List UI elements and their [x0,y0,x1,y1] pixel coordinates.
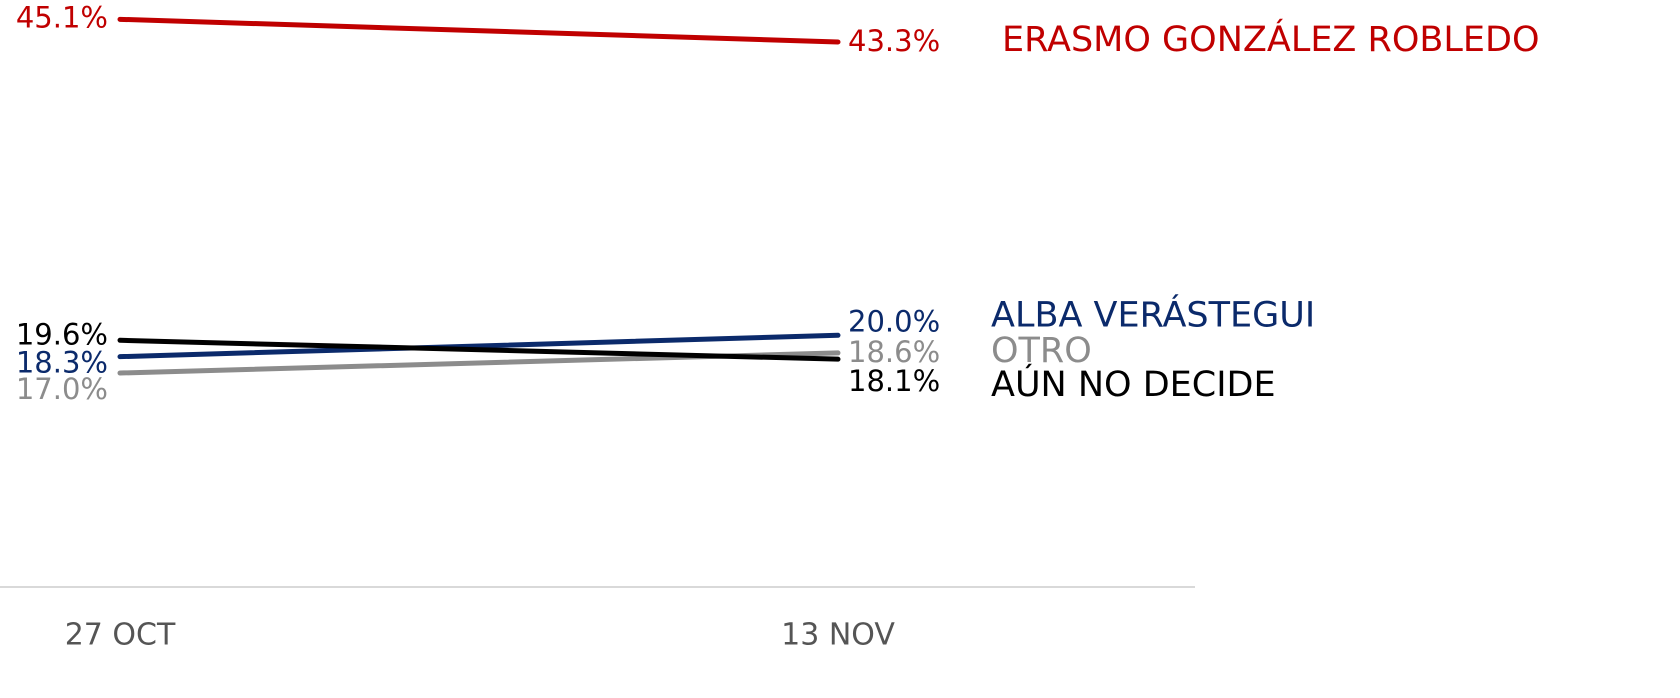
value-label: 45.1% [16,0,108,34]
x-tick-label: 27 OCT [65,618,176,653]
x-tick-label: 13 NOV [781,618,895,653]
value-label: 17.0% [16,372,108,406]
legend-label: AÚN NO DECIDE [991,363,1276,405]
value-label: 18.1% [848,364,940,398]
series-line [117,332,841,360]
value-label: 19.6% [16,317,108,351]
legend-label: ERASMO GONZÁLEZ ROBLEDO [1002,18,1540,60]
series-line [117,16,841,45]
value-label: 20.0% [848,304,940,338]
series-line [117,337,841,362]
legend-label: OTRO [991,331,1092,371]
legend-label: ALBA VERÁSTEGUI [991,293,1315,335]
value-label: 18.3% [16,346,108,380]
value-label: 18.6% [848,335,940,369]
value-label: 43.3% [848,24,940,58]
